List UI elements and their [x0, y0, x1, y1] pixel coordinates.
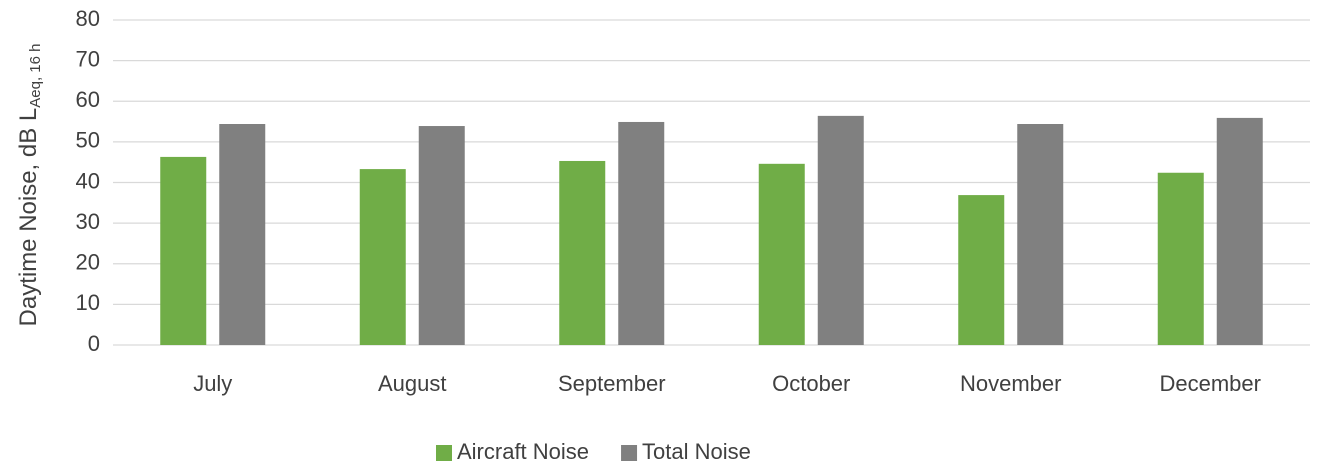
bar: [958, 195, 1005, 345]
y-tick-label: 80: [76, 6, 100, 31]
x-tick-label: July: [193, 371, 232, 396]
bar: [1157, 172, 1204, 345]
bar: [219, 124, 266, 345]
y-tick-label: 70: [76, 46, 100, 71]
legend-label: Aircraft Noise: [457, 439, 589, 464]
bar: [418, 126, 465, 345]
bar: [1216, 117, 1263, 345]
bar: [758, 163, 805, 345]
y-tick-label: 20: [76, 250, 100, 275]
bar: [160, 156, 207, 345]
x-tick-label: October: [772, 371, 850, 396]
y-tick-label: 30: [76, 209, 100, 234]
bar: [1017, 124, 1064, 345]
bar: [618, 121, 665, 345]
legend-swatch: [621, 445, 638, 461]
y-tick-label: 40: [76, 168, 100, 193]
y-tick-label: 60: [76, 87, 100, 112]
y-tick-label: 10: [76, 290, 100, 315]
x-tick-label: September: [558, 371, 666, 396]
y-axis-label: Daytime Noise, dB LAeq, 16 h: [15, 44, 44, 327]
x-tick-label: November: [960, 371, 1061, 396]
y-tick-label: 0: [88, 331, 100, 356]
x-tick-label: August: [378, 371, 447, 396]
y-axis-label-main: Daytime Noise, dB L: [15, 108, 42, 327]
x-tick-label: December: [1160, 371, 1261, 396]
y-tick-label: 50: [76, 128, 100, 153]
y-axis-label-sub: Aeq, 16 h: [27, 44, 44, 108]
legend-swatch: [436, 445, 452, 461]
bar: [559, 160, 606, 345]
bar: [359, 169, 406, 345]
legend-label: Total Noise: [642, 439, 751, 464]
bar: [817, 115, 864, 345]
